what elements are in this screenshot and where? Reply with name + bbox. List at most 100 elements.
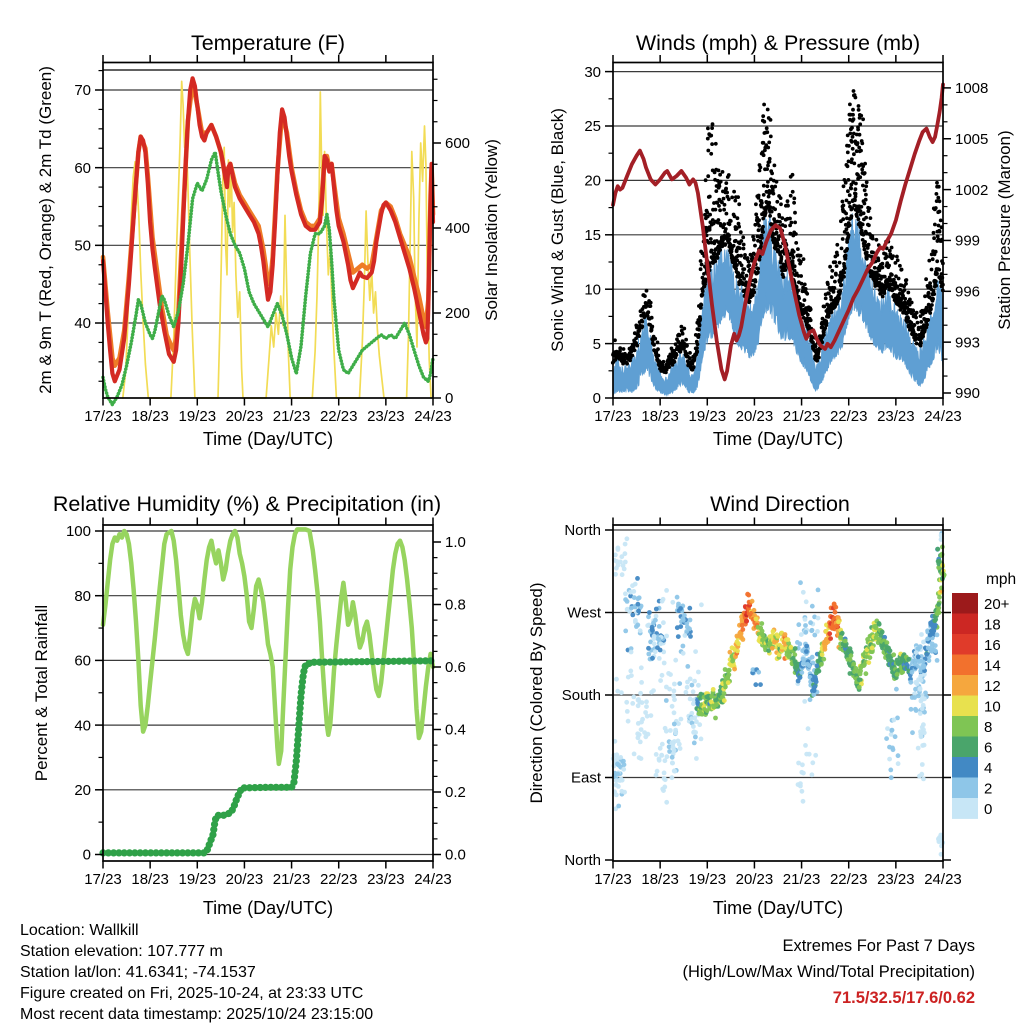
extremes-block: Extremes For Past 7 Days (High/Low/Max W… (682, 933, 975, 1011)
winds-ylabel-right: Station Pressure (Maroon) (995, 130, 1014, 330)
x-tick-label: 24/23 (414, 408, 452, 425)
temperature-xlabel: Time (Day/UTC) (202, 429, 334, 449)
x-tick-label: 22/23 (320, 871, 358, 888)
colorbar-label: 20+ (984, 596, 1010, 613)
x-tick-label: 19/23 (179, 871, 217, 888)
colorbar-swatch (952, 757, 978, 778)
colorbar-swatch (952, 716, 978, 737)
y-tick-label: 1.0 (445, 534, 466, 551)
colorbar-title: mph (986, 571, 1017, 588)
solar-curve (121, 80, 432, 399)
colorbar-swatch (952, 654, 978, 676)
winds-pressure-title: Winds (mph) & Pressure (mb) (635, 31, 921, 55)
humidity-precip-panel: 17/23 18/23 19/23 20/23 21/23 22/23 23/23 24/23… (66, 517, 466, 888)
station-info-block: Location: Wallkill Station elevation: 10… (20, 920, 373, 1024)
y-tick-label: 100 (66, 523, 91, 540)
y-tick-label: 80 (74, 588, 91, 605)
x-tick-label: 19/23 (179, 408, 217, 425)
precip-curve (99, 657, 437, 857)
winds-xlabel: Time (Day/UTC) (712, 429, 844, 449)
y-tick-label: 990 (955, 385, 980, 402)
colorbar-label: 18 (984, 616, 1001, 633)
y-tick-label: 5 (593, 336, 601, 353)
y-tick-label: West (567, 605, 602, 622)
x-tick-label: 23/23 (877, 871, 915, 888)
winds-ylabel-left: Sonic Wind & Gust (Blue, Black) (548, 108, 567, 352)
y-tick-label: 1002 (955, 182, 988, 199)
x-tick-label: 24/23 (924, 871, 962, 888)
humidity-xlabel: Time (Day/UTC) (202, 898, 334, 918)
y-tick-label: 993 (955, 334, 980, 351)
extremes-title: Extremes For Past 7 Days (782, 937, 975, 955)
y-tick-label: 30 (584, 64, 601, 81)
y-tick-label: 20 (74, 782, 91, 799)
extremes-values: 71.5/32.5/17.6/0.62 (832, 989, 975, 1007)
y-tick-label: North (564, 522, 601, 539)
speed-colorbar: 20+ 18 16 14 12 10 8 6 4 2 0 (952, 593, 1010, 819)
x-tick-label: 23/23 (367, 871, 405, 888)
x-tick-label: 23/23 (877, 408, 915, 425)
colorbar-label: 10 (984, 698, 1001, 715)
colorbar-swatch (952, 695, 978, 717)
x-tick-label: 21/23 (273, 871, 311, 888)
plot-frame (612, 61, 944, 399)
x-tick-label: 21/23 (273, 408, 311, 425)
colorbar-label: 4 (984, 760, 992, 777)
x-tick-label: 23/23 (367, 408, 405, 425)
extremes-subtitle: (High/Low/Max Wind/Total Precipitation) (682, 963, 975, 981)
colorbar-swatch (952, 798, 978, 819)
data-timestamp: Most recent data timestamp: 2025/10/24 2… (20, 1006, 374, 1023)
x-tick-label: 18/23 (641, 408, 679, 425)
wind-direction-title: Wind Direction (710, 492, 850, 516)
x-tick-label: 18/23 (641, 871, 679, 888)
station-location: Location: Wallkill (20, 922, 139, 939)
x-tick-label: 21/23 (783, 871, 821, 888)
colorbar-label: 2 (984, 780, 992, 797)
y-tick-label: 0.6 (445, 659, 466, 676)
x-tick-label: 19/23 (689, 408, 727, 425)
colorbar-swatch (952, 777, 978, 799)
plot-frame (612, 524, 944, 862)
pressure-curve (611, 82, 945, 382)
y-tick-label: 10 (584, 281, 601, 298)
y-tick-label: 40 (74, 315, 91, 332)
y-tick-label: 70 (74, 82, 91, 99)
x-tick-label: 18/23 (131, 871, 169, 888)
y-tick-label: 200 (445, 305, 470, 322)
y-tick-label: 0.0 (445, 847, 466, 864)
x-tick-label: 17/23 (594, 871, 632, 888)
calm-wind-dots (610, 531, 946, 857)
humidity-precip-title: Relative Humidity (%) & Precipitation (i… (52, 492, 442, 516)
x-tick-label: 22/23 (830, 871, 868, 888)
colorbar-label: 16 (984, 637, 1001, 654)
wind-direction-ylabel-left: Direction (Colored By Speed) (527, 582, 546, 804)
y-tick-label: 50 (74, 238, 91, 255)
y-tick-label: 0.4 (445, 722, 466, 739)
x-tick-label: 19/23 (689, 871, 727, 888)
y-tick-label: 600 (445, 135, 470, 152)
y-tick-label: 60 (74, 653, 91, 670)
colorbar-label: 6 (984, 739, 992, 756)
wind-direction-panel: 17/23 18/23 19/23 20/23 21/23 22/23 23/23 24/23… (562, 517, 962, 888)
y-tick-label: 996 (955, 284, 980, 301)
x-tick-label: 22/23 (320, 408, 358, 425)
x-tick-label: 24/23 (414, 871, 452, 888)
wind-direction-xlabel: Time (Day/UTC) (712, 898, 844, 918)
y-tick-label: 25 (584, 118, 601, 135)
colorbar-label: 8 (984, 719, 992, 736)
y-tick-label: East (571, 770, 602, 787)
y-tick-label: 0.2 (445, 784, 466, 801)
colorbar-label: 12 (984, 678, 1001, 695)
station-elevation: Station elevation: 107.777 m (20, 943, 223, 960)
colorbar-swatch (952, 736, 978, 758)
colorbar-label: 14 (984, 657, 1001, 674)
colorbar-swatch (952, 675, 978, 696)
temperature-ylabel-left: 2m & 9m T (Red, Orange) & 2m Td (Green) (36, 66, 55, 394)
x-tick-label: 18/23 (131, 408, 169, 425)
colorbar-swatch (952, 593, 978, 614)
temperature-title: Temperature (F) (190, 31, 346, 55)
y-tick-label: 1005 (955, 131, 988, 148)
winds-pressure-panel: 17/23 18/23 19/23 20/23 21/23 22/23 23/23 24/23… (584, 55, 988, 425)
